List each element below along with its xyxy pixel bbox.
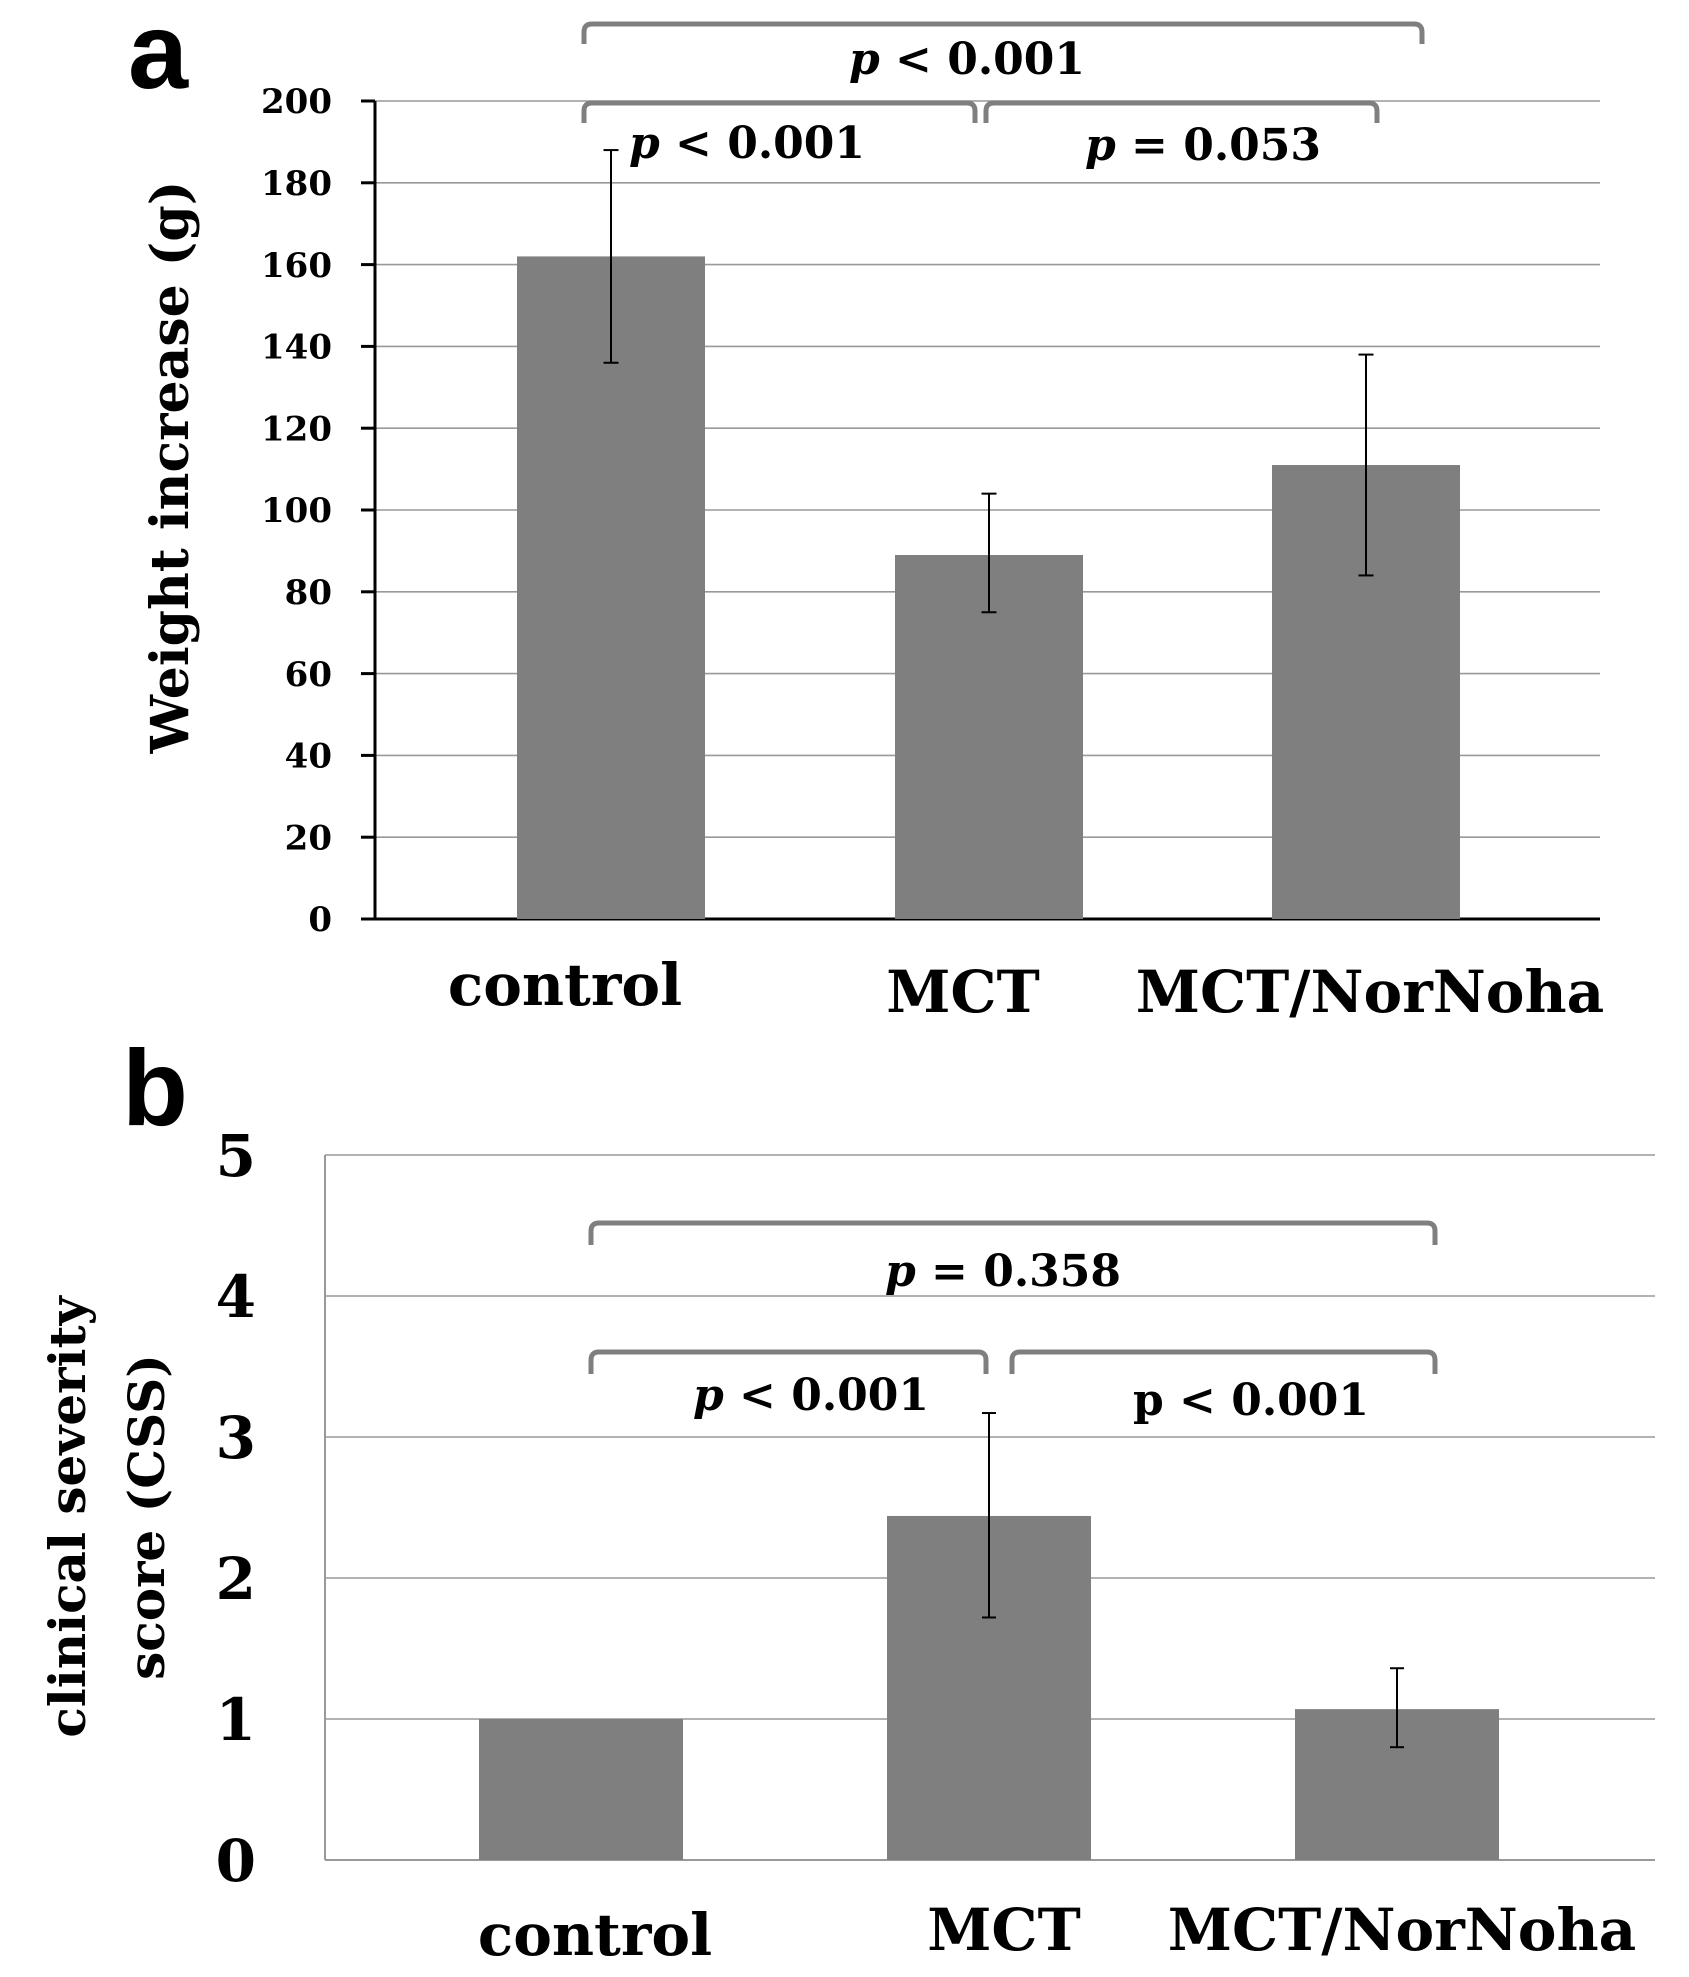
panel-a-error-bar (1358, 353, 1374, 577)
panel-a-comparison: p < 0.001 (581, 100, 978, 169)
panel-a-ytick-label: 80 (285, 573, 332, 613)
panel-a-ytick-label: 200 (261, 82, 332, 122)
panel-b-comparison-label: p < 0.001 (1133, 1375, 1369, 1426)
panel-b-bar-control (479, 1719, 683, 1860)
panel-a-error-bar (603, 149, 619, 364)
panel-a-ytick-label: 160 (261, 246, 332, 286)
panel-a-y-axis-title: Weight increase (g) (140, 181, 201, 755)
panel-b-comparisons: p = 0.358 p < 0.001 p < 0.001 (588, 1220, 1438, 1426)
panel-a-bar-control (517, 256, 705, 919)
panel-b: b 0 1 2 3 4 5 p = 0.358 p < 0.001 p < 0.001 con… (38, 1027, 1655, 1969)
panel-b-ytick-label: 0 (216, 1827, 256, 1895)
panel-a-ytick-label: 100 (261, 491, 332, 531)
panel-a-comparison-label: p < 0.001 (629, 118, 865, 169)
panel-b-comparison: p = 0.358 (588, 1220, 1438, 1297)
panel-b-category-labels: control MCT MCT/NorNoha (478, 1896, 1636, 1969)
panel-b-category-label: MCT (927, 1896, 1081, 1964)
panel-a-comparison-bracket (983, 100, 1380, 123)
panel-b-comparison-bracket (588, 1349, 989, 1374)
panel-a-comparison: p = 0.053 (983, 100, 1380, 171)
panel-b-y-axis-title-line2: score (CSS) (117, 1354, 176, 1680)
panel-a-error-bars (603, 149, 1374, 614)
panel-b-error-bar (982, 1412, 996, 1619)
panel-b-comparison-bracket (1009, 1349, 1438, 1374)
panel-a-comparison: p < 0.001 (581, 21, 1425, 85)
panel-b-ytick-label: 3 (216, 1404, 256, 1472)
panel-a-category-label: control (448, 951, 682, 1019)
panel-a-comparison-label: p = 0.053 (1085, 120, 1321, 171)
panel-b-error-bars (982, 1412, 1404, 1749)
panel-b-error-bar (1390, 1667, 1404, 1749)
panel-a-ytick-label: 180 (261, 164, 332, 204)
panel-a-comparison-bracket (581, 100, 978, 123)
panel-a-ytick-labels: 0 20 40 60 80 100 120 140 160 180 200 (261, 82, 332, 940)
panel-a-label: a (128, 0, 189, 111)
panel-a-ytick-label: 40 (285, 737, 332, 777)
panel-b-category-label: control (478, 1901, 712, 1969)
panel-b-comparison-label: p = 0.358 (885, 1246, 1121, 1297)
panel-b-ytick-labels: 0 1 2 3 4 5 (216, 1122, 256, 1895)
panel-b-y-axis-title-line1: clinical severity (38, 1294, 97, 1737)
panel-b-comparison-bracket (588, 1220, 1438, 1245)
panel-b-ytick-label: 2 (216, 1545, 256, 1613)
panel-b-comparison: p < 0.001 (1009, 1349, 1438, 1426)
panel-a-ytick-label: 0 (308, 900, 332, 940)
panel-b-ytick-label: 5 (216, 1122, 256, 1190)
panel-a-comparison-label: p < 0.001 (849, 34, 1085, 85)
panel-b-ytick-label: 4 (216, 1263, 256, 1331)
panel-a-ytick-label: 140 (261, 328, 332, 368)
panel-a-comparison-bracket (581, 21, 1425, 44)
panel-a-ytick-label: 60 (285, 655, 332, 695)
panel-a-ytick-label: 20 (285, 818, 332, 858)
panel-a-category-labels: control MCT MCT/NorNoha (448, 951, 1604, 1026)
panel-a-ytick-label: 120 (261, 409, 332, 449)
panel-a-bar-mct (895, 554, 1083, 919)
panel-a-category-label: MCT/NorNoha (1136, 958, 1604, 1026)
panel-a-category-label: MCT (886, 958, 1040, 1026)
panel-b-comparison: p < 0.001 (588, 1349, 989, 1421)
panel-b-label: b (122, 1027, 188, 1148)
panel-b-category-label: MCT/NorNoha (1168, 1896, 1636, 1964)
panel-b-comparison-label: p < 0.001 (693, 1370, 929, 1421)
panel-b-ytick-label: 1 (216, 1686, 256, 1754)
panel-a-error-bar (981, 492, 997, 614)
